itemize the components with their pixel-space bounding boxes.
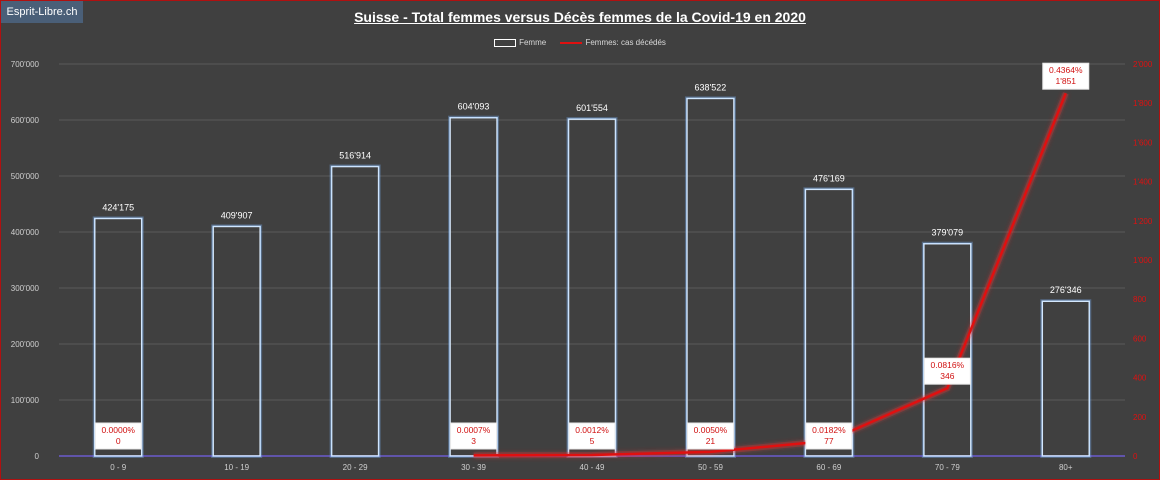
- deaths-label-box: [450, 422, 498, 450]
- deaths-pct-label: 0.0000%: [101, 425, 135, 435]
- bar-femme: [449, 116, 498, 457]
- deaths-count-label: 77: [824, 436, 834, 446]
- deaths-pct-label: 0.0816%: [931, 360, 965, 370]
- left-tick-label: 200'000: [11, 340, 40, 349]
- left-tick-label: 300'000: [11, 284, 40, 293]
- deaths-label-box: [568, 422, 616, 450]
- deaths-count-label: 3: [471, 436, 476, 446]
- bar-layer: [92, 96, 1092, 459]
- chart-legend: Femme Femmes: cas décédés: [1, 38, 1159, 47]
- deaths-line-glow: [473, 92, 1069, 459]
- axis-layer: 0 100'000 200'000 300'000 400'000 500'000 600'…: [11, 60, 1153, 472]
- left-tick-label: 400'000: [11, 228, 40, 237]
- bar-femme-glow: [803, 187, 855, 458]
- deaths-pct-label: 0.0012%: [575, 425, 609, 435]
- deaths-count-label: 21: [706, 436, 716, 446]
- deaths-label-box: [1042, 62, 1090, 90]
- left-tick-label: 500'000: [11, 172, 40, 181]
- legend-swatch-line: [560, 42, 583, 45]
- bar-femme: [212, 225, 261, 457]
- deaths-pct-label: 0.0007%: [457, 425, 491, 435]
- bar-data-label: 276'346: [1050, 285, 1082, 295]
- deaths-line: [473, 92, 1067, 457]
- right-tick-label: 600: [1133, 334, 1147, 343]
- category-tick-label: 60 - 69: [816, 463, 841, 472]
- bar-data-label: 601'554: [576, 103, 608, 113]
- legend-item-deces: Femmes: cas décédés: [560, 38, 666, 48]
- right-tick-label: 1'000: [1133, 256, 1153, 265]
- deaths-count-label: 0: [116, 436, 121, 446]
- deaths-count-label: 1'851: [1056, 76, 1077, 86]
- category-tick-label: 10 - 19: [224, 463, 249, 472]
- bar-data-label: 379'079: [931, 228, 963, 238]
- deaths-label-box: [94, 422, 142, 450]
- bar-femme: [1041, 300, 1091, 457]
- deaths-label-box: [805, 422, 853, 450]
- category-tick-label: 0 - 9: [110, 463, 127, 472]
- chart-title: Suisse - Total femmes versus Décès femme…: [354, 9, 806, 25]
- legend-swatch-bar: [494, 39, 517, 48]
- right-tick-label: 2'000: [1133, 60, 1153, 69]
- deaths-label-box: [923, 357, 971, 385]
- right-tick-label: 0: [1133, 452, 1138, 461]
- category-tick-label: 40 - 49: [580, 463, 605, 472]
- category-tick-label: 20 - 29: [343, 463, 368, 472]
- category-tick-label: 30 - 39: [461, 463, 486, 472]
- deaths-count-label: 346: [940, 371, 954, 381]
- bar-data-label: 638'522: [695, 82, 727, 92]
- left-tick-label: 100'000: [11, 396, 40, 405]
- bar-femme-glow: [1040, 299, 1092, 458]
- legend-label-deces: Femmes: cas décédés: [585, 38, 666, 48]
- deaths-count-label: 5: [590, 436, 595, 446]
- deaths-label-box: [686, 422, 734, 450]
- brand-logo: Esprit-Libre.ch: [1, 1, 83, 23]
- category-tick-label: 70 - 79: [935, 463, 960, 472]
- right-tick-label: 400: [1133, 374, 1147, 383]
- deaths-pct-label: 0.0050%: [694, 425, 728, 435]
- right-tick-label: 1'400: [1133, 178, 1153, 187]
- right-tick-label: 1'800: [1133, 99, 1153, 108]
- right-tick-label: 200: [1133, 413, 1147, 422]
- grid-layer: [59, 63, 1125, 457]
- bar-data-label: 476'169: [813, 173, 845, 183]
- bar-data-label: 516'914: [339, 151, 371, 161]
- bar-femme: [93, 217, 143, 457]
- left-tick-label: 600'000: [11, 116, 40, 125]
- bar-femme-glow: [211, 224, 263, 458]
- bar-femme: [804, 188, 854, 457]
- bar-femme: [923, 242, 972, 457]
- right-tick-label: 1'200: [1133, 217, 1153, 226]
- legend-label-femme: Femme: [519, 38, 547, 48]
- category-tick-label: 50 - 59: [698, 463, 723, 472]
- bar-femme: [686, 97, 735, 457]
- right-tick-label: 800: [1133, 295, 1147, 304]
- legend-item-femme: Femme: [494, 38, 546, 47]
- category-tick-label: 80+: [1059, 463, 1073, 472]
- deaths-pct-label: 0.0182%: [812, 425, 846, 435]
- bar-data-label: 409'907: [221, 210, 253, 220]
- bar-femme-glow: [329, 164, 381, 458]
- left-tick-label: 0: [35, 452, 40, 461]
- bar-femme-glow: [448, 115, 500, 458]
- label-layer: 424'175 409'907 516'914 604'093 601'554 638'5…: [94, 62, 1090, 450]
- bar-femme-glow: [921, 241, 973, 458]
- right-tick-label: 1'600: [1133, 138, 1153, 147]
- left-tick-label: 700'000: [11, 60, 40, 69]
- deaths-pct-label: 0.4364%: [1049, 65, 1083, 75]
- bar-femme: [330, 165, 380, 457]
- bar-data-label: 424'175: [102, 202, 134, 212]
- bar-data-label: 604'093: [458, 102, 490, 112]
- line-layer: [473, 92, 1069, 459]
- bar-femme-glow: [92, 216, 144, 458]
- bar-femme-glow: [684, 96, 736, 459]
